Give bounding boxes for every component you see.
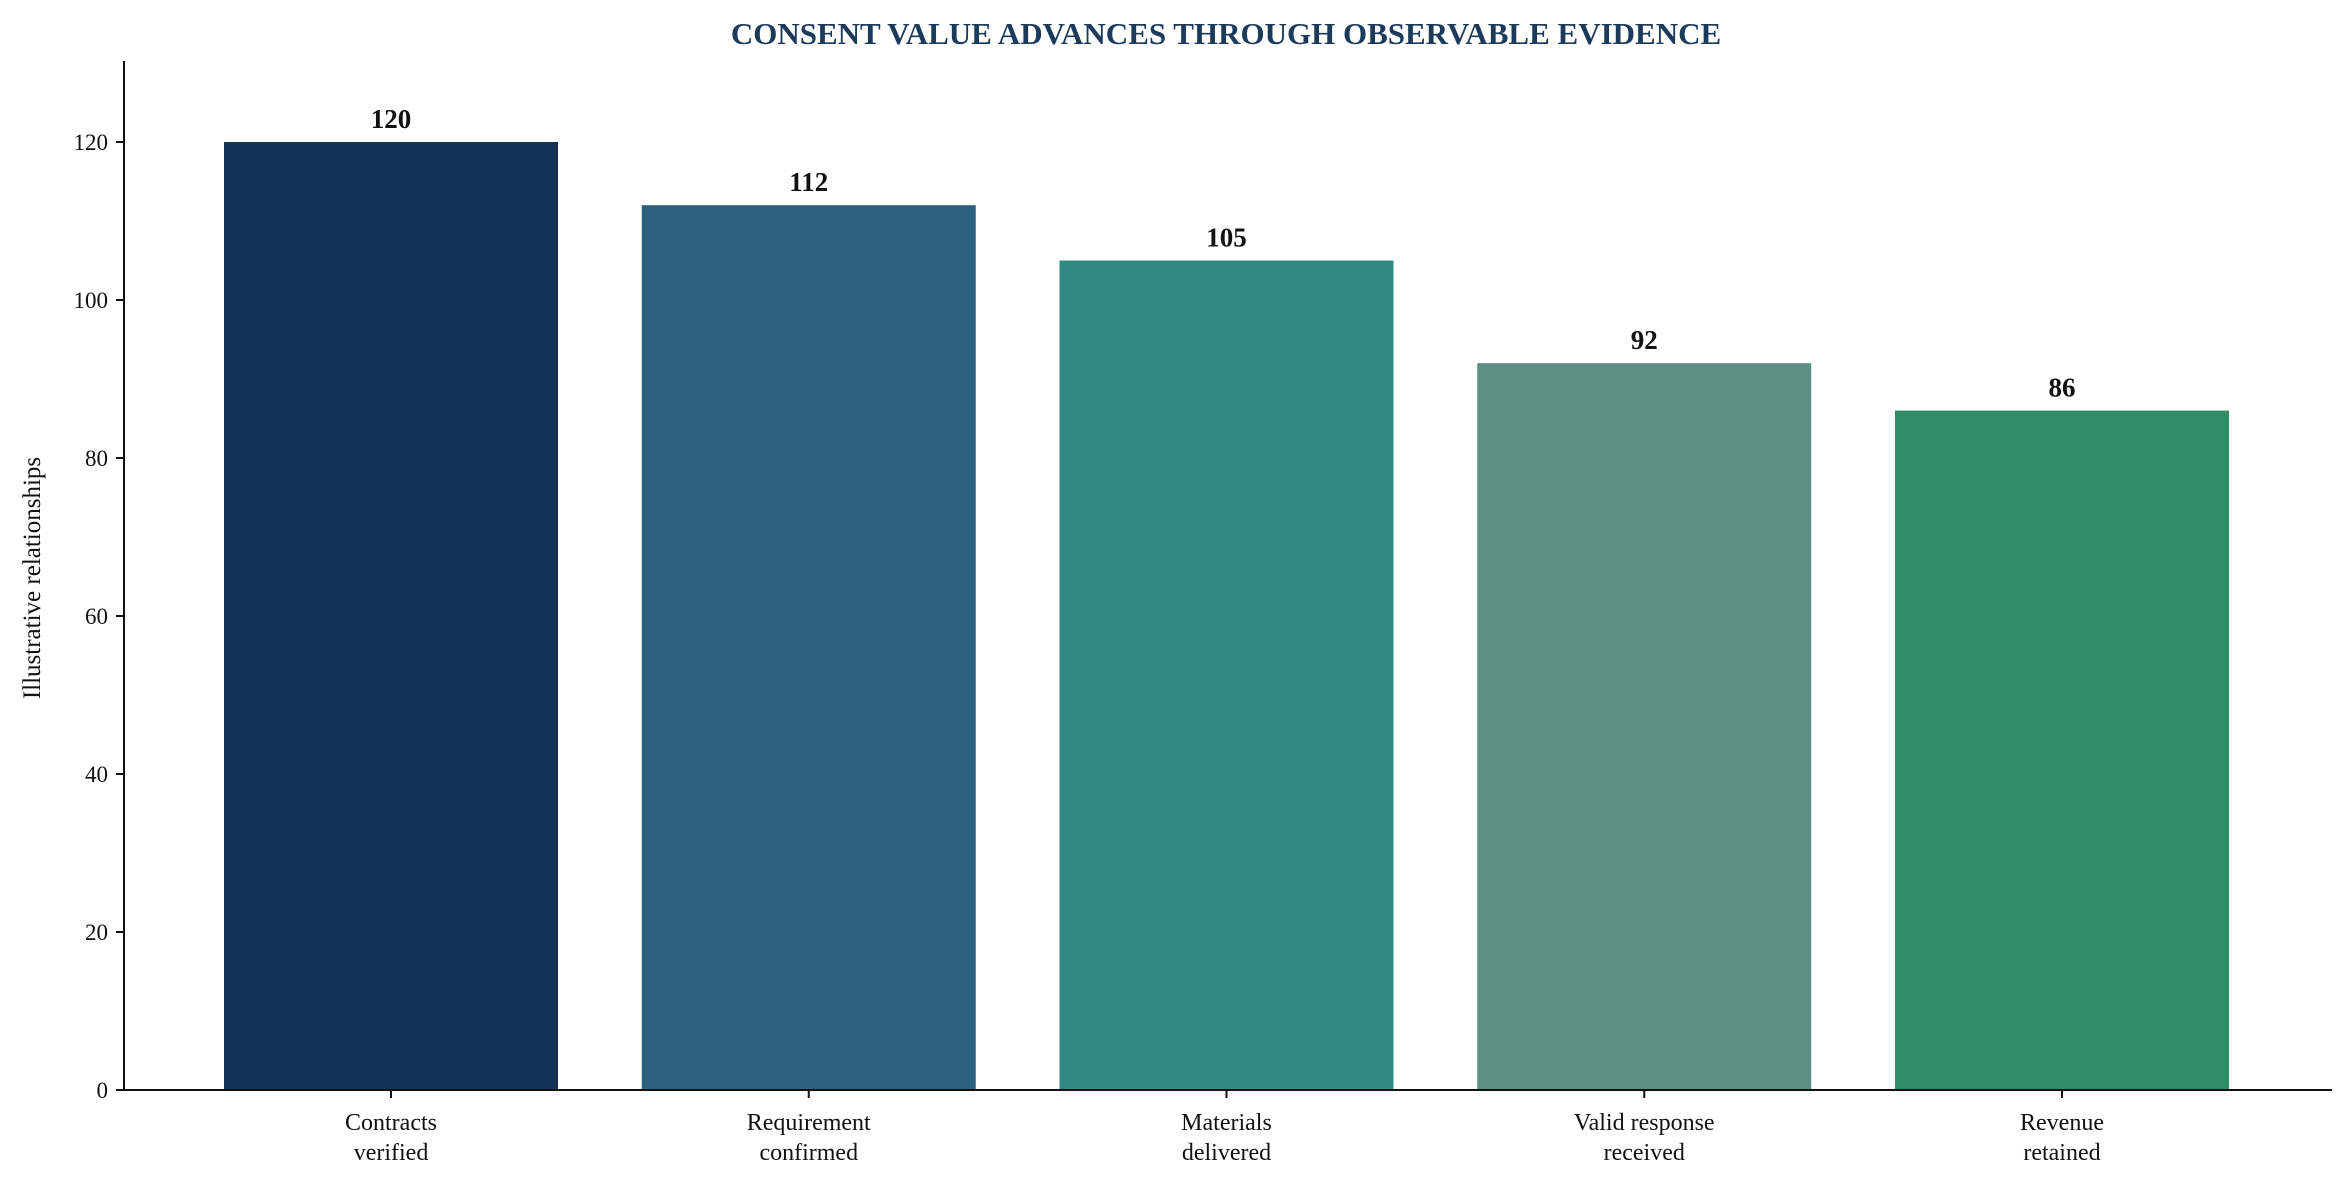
bar-5 [1895,410,2229,1091]
data-label-4: 92 [1631,325,1658,355]
bar-2 [641,205,976,1090]
x-tick-label: Valid response received [1574,1110,1715,1166]
bar-1 [224,142,558,1090]
y-axis-label: Illustrative relationships [19,457,46,699]
bars-layer [224,142,2229,1091]
x-tick-label: Revenue retained [2020,1110,2104,1166]
data-label-2: 112 [789,167,828,197]
data-labels-layer: 120 112 105 92 86 [371,104,2076,403]
data-label-3: 105 [1206,223,1247,253]
bar-3 [1059,260,1394,1090]
y-tick-label: 0 [97,1078,109,1103]
y-tick-label: 100 [74,288,109,313]
x-tick-label: Contracts verified [345,1110,437,1166]
y-tick-label: 60 [85,604,108,629]
x-axis-ticks: Contracts verified Requirement confirmed Mat… [345,1090,2104,1166]
y-tick-label: 80 [85,446,108,471]
x-tick-label: Materials delivered [1181,1110,1272,1166]
bar-4 [1477,363,1812,1090]
x-tick-label: Requirement confirmed [747,1110,871,1166]
y-tick-label: 120 [74,130,109,155]
y-tick-label: 40 [85,762,108,787]
y-tick-label: 20 [85,920,108,945]
chart-title: CONSENT VALUE ADVANCES THROUGH OBSERVABL… [731,16,1721,51]
data-label-5: 86 [2049,373,2076,403]
y-axis-ticks: 0 20 40 60 80 100 120 [74,130,124,1103]
data-label-1: 120 [371,104,412,134]
